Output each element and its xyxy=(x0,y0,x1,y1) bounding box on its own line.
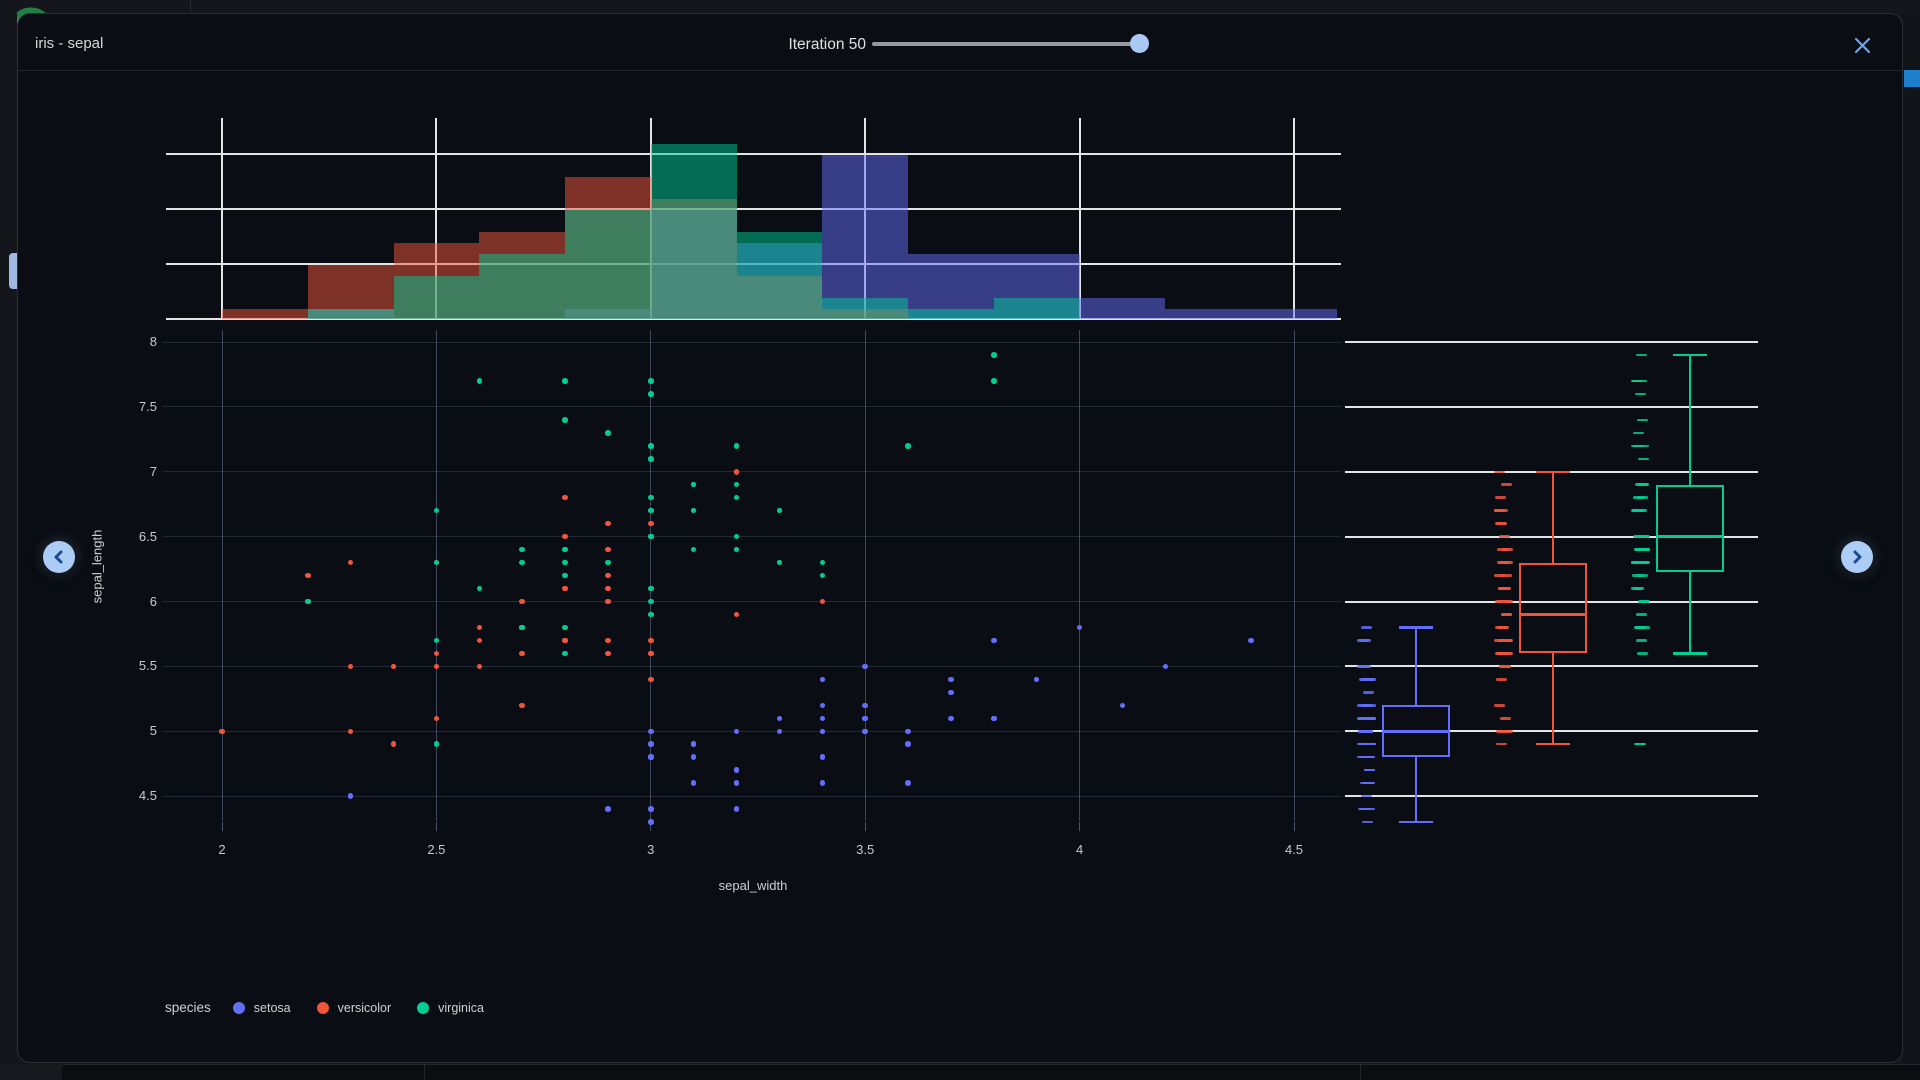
legend: species setosa versicolor virginica xyxy=(165,1000,510,1015)
versicolor-dot-icon xyxy=(316,1001,329,1014)
drawer-handle[interactable] xyxy=(9,253,17,289)
background-bottom-box xyxy=(0,1064,62,1080)
iteration-slider-thumb[interactable] xyxy=(1130,34,1149,53)
virginica-dot-icon xyxy=(417,1001,430,1014)
legend-item-setosa[interactable]: setosa xyxy=(232,1001,291,1015)
close-button[interactable] xyxy=(1846,29,1878,61)
window-title: iris - sepal xyxy=(35,35,104,52)
background-divider xyxy=(424,1064,425,1080)
background-top-strip xyxy=(0,0,1920,13)
background-divider xyxy=(190,0,191,13)
chevron-left-icon xyxy=(54,550,63,564)
background-left-strip xyxy=(0,13,17,1080)
legend-item-virginica[interactable]: virginica xyxy=(417,1001,484,1015)
prev-button[interactable] xyxy=(43,541,75,573)
background-divider xyxy=(1360,1064,1361,1080)
modal xyxy=(17,13,1903,1063)
chevron-right-icon xyxy=(1853,550,1862,564)
iteration-slider-label: Iteration 50 xyxy=(788,36,866,53)
background-bottom-panel xyxy=(0,1064,1920,1080)
setosa-dot-icon xyxy=(232,1001,245,1014)
close-icon xyxy=(1854,37,1870,53)
background-blue-accent xyxy=(1904,70,1920,87)
background-right-strip xyxy=(1903,13,1920,1080)
iteration-slider-track[interactable] xyxy=(872,42,1140,46)
legend-title: species xyxy=(165,1000,211,1015)
next-button[interactable] xyxy=(1841,541,1873,573)
legend-item-versicolor[interactable]: versicolor xyxy=(316,1001,391,1015)
topbar-divider xyxy=(18,70,1902,71)
